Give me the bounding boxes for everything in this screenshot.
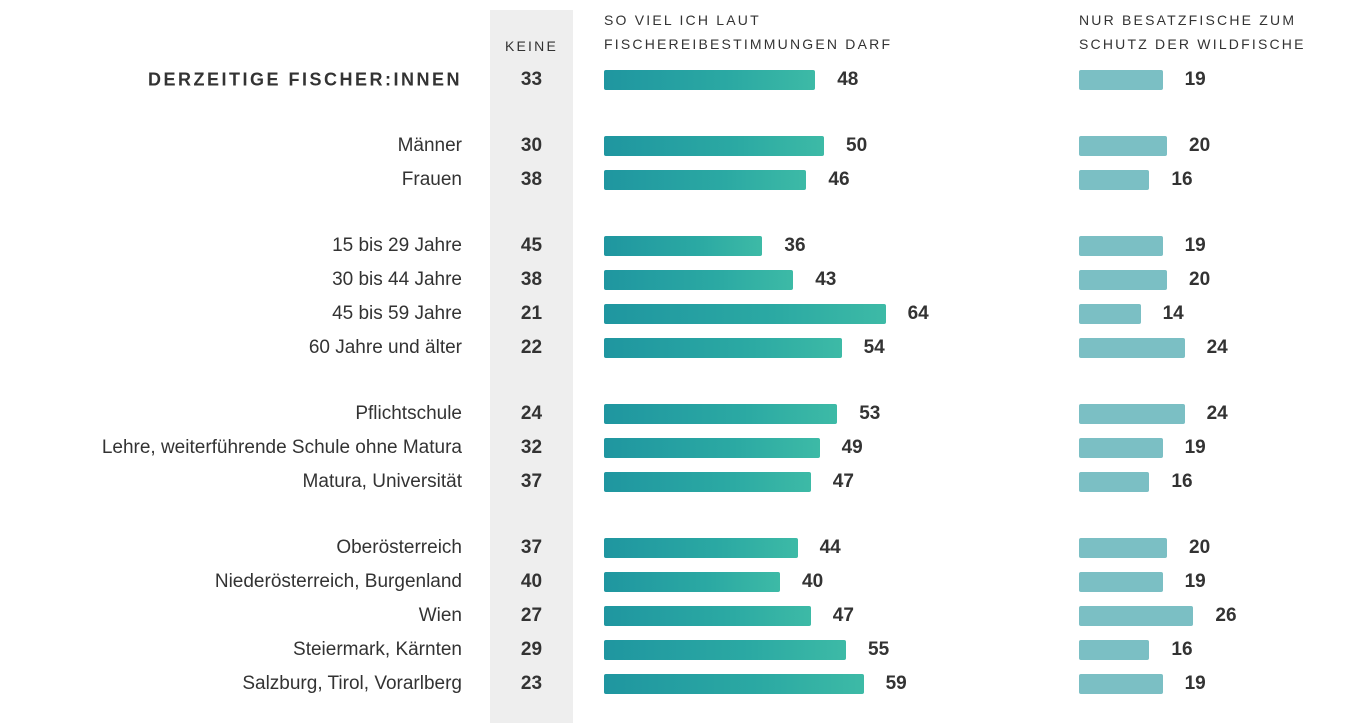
bar <box>604 236 763 256</box>
category-label: DERZEITIGE FISCHER:INNEN <box>147 69 462 90</box>
value-label: 38 <box>520 269 543 290</box>
value-label: 45 <box>520 235 543 256</box>
value-label: 29 <box>520 639 543 660</box>
bar <box>604 674 864 694</box>
value-label: 46 <box>828 169 850 190</box>
value-label: 53 <box>859 403 881 424</box>
bar <box>604 136 824 156</box>
category-label: 45 bis 59 Jahre <box>332 303 462 324</box>
bar <box>1079 572 1163 592</box>
value-label: 44 <box>819 537 841 558</box>
series-header: NUR BESATZFISCHE ZUM SCHUTZ DER WILDFISC… <box>1079 12 1306 52</box>
value-label: 47 <box>832 471 854 492</box>
value-label: 16 <box>1171 471 1193 492</box>
category-label: Wien <box>418 605 462 626</box>
value-label: 40 <box>802 571 824 592</box>
value-label: 33 <box>520 69 543 90</box>
bar <box>604 438 820 458</box>
bar <box>604 472 811 492</box>
value-label: 20 <box>1189 537 1211 558</box>
bar <box>604 404 838 424</box>
bar <box>604 538 798 558</box>
bar <box>1079 472 1150 492</box>
value-label: 49 <box>841 437 863 458</box>
value-label: 21 <box>520 303 543 324</box>
value-label: 24 <box>520 403 543 424</box>
series-header: SO VIEL ICH LAUT FISCHEREIBESTIMMUNGEN D… <box>604 12 893 52</box>
category-label: 15 bis 29 Jahre <box>332 235 462 256</box>
bar <box>1079 270 1167 290</box>
bar <box>1079 674 1163 694</box>
value-label: 59 <box>885 673 907 694</box>
value-label: 27 <box>520 605 543 626</box>
category-label: Matura, Universität <box>302 471 462 492</box>
bar <box>1079 338 1185 358</box>
bar <box>1079 304 1141 324</box>
value-label: 36 <box>784 235 806 256</box>
value-label: 26 <box>1215 605 1237 626</box>
value-label: 47 <box>832 605 854 626</box>
value-label: 16 <box>1171 169 1193 190</box>
value-label: 19 <box>1184 69 1206 90</box>
bar <box>1079 70 1163 90</box>
value-label: 19 <box>1184 437 1206 458</box>
value-label: 16 <box>1171 639 1193 660</box>
value-label: 24 <box>1206 403 1228 424</box>
category-label: 30 bis 44 Jahre <box>332 269 462 290</box>
value-label: 24 <box>1206 337 1228 358</box>
bar <box>604 270 794 290</box>
bar <box>1079 136 1167 156</box>
bar <box>1079 606 1194 626</box>
bar <box>1079 538 1167 558</box>
bar <box>604 170 807 190</box>
bar <box>604 640 846 660</box>
value-label: 50 <box>846 135 868 156</box>
bar <box>604 304 886 324</box>
bar <box>1079 170 1150 190</box>
value-label: 38 <box>520 169 543 190</box>
value-label: 54 <box>863 337 885 358</box>
value-label: 22 <box>520 337 543 358</box>
value-label: 37 <box>520 537 543 558</box>
bar <box>604 338 842 358</box>
bar <box>604 606 811 626</box>
category-label: Salzburg, Tirol, Vorarlberg <box>242 673 462 694</box>
value-label: 40 <box>520 571 543 592</box>
bar <box>1079 438 1163 458</box>
value-label: 32 <box>520 437 543 458</box>
keine-column <box>490 10 573 723</box>
category-label: Lehre, weiterführende Schule ohne Matura <box>101 437 462 458</box>
value-label: 48 <box>837 69 859 90</box>
category-label: Oberösterreich <box>336 537 462 558</box>
bar <box>604 70 816 90</box>
value-label: 14 <box>1162 303 1184 324</box>
category-label: Pflichtschule <box>355 403 462 424</box>
value-label: 37 <box>520 471 543 492</box>
category-label: 60 Jahre und älter <box>308 337 462 358</box>
series-header: KEINE <box>504 38 558 54</box>
value-label: 30 <box>520 135 543 156</box>
value-label: 20 <box>1189 269 1211 290</box>
value-label: 20 <box>1189 135 1211 156</box>
category-label: Frauen <box>401 169 462 190</box>
value-label: 43 <box>815 269 837 290</box>
value-label: 55 <box>868 639 890 660</box>
category-label: Niederösterreich, Burgenland <box>214 571 462 592</box>
value-label: 19 <box>1184 235 1206 256</box>
bar <box>1079 236 1163 256</box>
category-label: Steiermark, Kärnten <box>293 639 462 660</box>
bar <box>604 572 780 592</box>
value-label: 23 <box>520 673 543 694</box>
value-label: 64 <box>907 303 929 324</box>
value-label: 19 <box>1184 673 1206 694</box>
value-label: 19 <box>1184 571 1206 592</box>
bar <box>1079 640 1150 660</box>
category-label: Männer <box>397 135 462 156</box>
bar <box>1079 404 1185 424</box>
